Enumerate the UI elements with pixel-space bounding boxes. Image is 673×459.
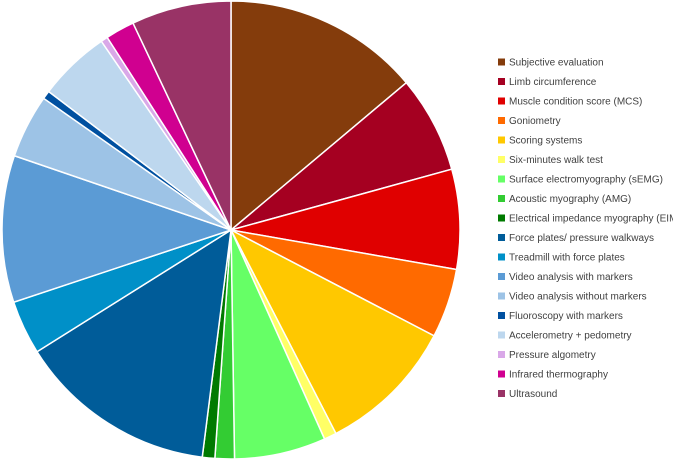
legend-item: Accelerometry + pedometry xyxy=(498,331,632,342)
legend-label: Electrical impedance myography (EIM) xyxy=(509,214,673,225)
legend-swatch xyxy=(498,97,505,105)
legend-item: Fluoroscopy with markers xyxy=(498,311,623,322)
legend-item: Treadmill with force plates xyxy=(498,253,625,264)
legend-swatch xyxy=(498,117,505,124)
pie-slice xyxy=(230,168,461,271)
legend-swatch xyxy=(498,253,505,261)
legend-label: Subjective evaluation xyxy=(509,58,604,69)
legend-swatch xyxy=(498,234,505,241)
legend-item: Video analysis with markers xyxy=(498,272,633,283)
legend-item: Scoring systems xyxy=(498,136,582,147)
pie-slice xyxy=(1,154,234,304)
legend-swatch xyxy=(498,312,505,319)
legend-item: Pressure algometry xyxy=(498,350,596,361)
legend-swatch xyxy=(498,58,505,66)
legend-item: Acoustic myography (AMG) xyxy=(498,194,631,205)
legend-item: Electrical impedance myography (EIM) xyxy=(498,214,673,225)
legend-label: Fluoroscopy with markers xyxy=(509,311,623,322)
legend-label: Muscle condition score (MCS) xyxy=(509,97,642,108)
legend-swatch xyxy=(498,273,505,280)
pie-slice xyxy=(230,0,408,232)
legend-swatch xyxy=(498,214,505,222)
legend-swatch xyxy=(498,331,505,339)
legend-swatch xyxy=(498,390,505,397)
legend-label: Goniometry xyxy=(509,116,561,127)
pie-slice xyxy=(35,228,232,459)
legend-label: Treadmill with force plates xyxy=(509,253,625,264)
legend-item: Force plates/ pressure walkways xyxy=(498,233,654,244)
legend-swatch xyxy=(498,351,505,358)
legend-item: Ultrasound xyxy=(498,389,557,400)
legend-label: Limb circumference xyxy=(509,77,597,88)
legend-label: Video analysis without markers xyxy=(509,292,647,303)
chart-legend: Subjective evaluation Limb circumference M… xyxy=(498,58,673,400)
legend-swatch xyxy=(498,292,505,300)
legend-label: Ultrasound xyxy=(509,389,557,400)
legend-swatch xyxy=(498,156,505,163)
legend-item: Muscle condition score (MCS) xyxy=(498,97,642,108)
pie-slices xyxy=(1,0,461,459)
legend-label: Six-minutes walk test xyxy=(509,155,603,166)
pie-slice xyxy=(229,228,436,435)
legend-item: Limb circumference xyxy=(498,77,597,88)
legend-label: Surface electromyography (sEMG) xyxy=(509,175,663,186)
legend-item: Goniometry xyxy=(498,116,561,127)
legend-swatch xyxy=(498,195,505,202)
legend-item: Six-minutes walk test xyxy=(498,155,603,166)
legend-swatch xyxy=(498,370,505,378)
legend-swatch xyxy=(498,136,505,144)
legend-label: Accelerometry + pedometry xyxy=(509,331,632,342)
legend-item: Surface electromyography (sEMG) xyxy=(498,175,663,186)
pie-slice xyxy=(132,0,232,231)
legend-label: Video analysis with markers xyxy=(509,272,633,283)
legend-label: Scoring systems xyxy=(509,136,582,147)
legend-item: Subjective evaluation xyxy=(498,58,604,69)
legend-label: Infrared thermography xyxy=(509,370,608,381)
legend-label: Force plates/ pressure walkways xyxy=(509,233,654,244)
legend-item: Infrared thermography xyxy=(498,370,608,381)
legend-swatch xyxy=(498,175,505,183)
legend-swatch xyxy=(498,78,505,85)
legend-label: Pressure algometry xyxy=(509,350,596,361)
legend-label: Acoustic myography (AMG) xyxy=(509,194,631,205)
legend-item: Video analysis without markers xyxy=(498,292,647,303)
